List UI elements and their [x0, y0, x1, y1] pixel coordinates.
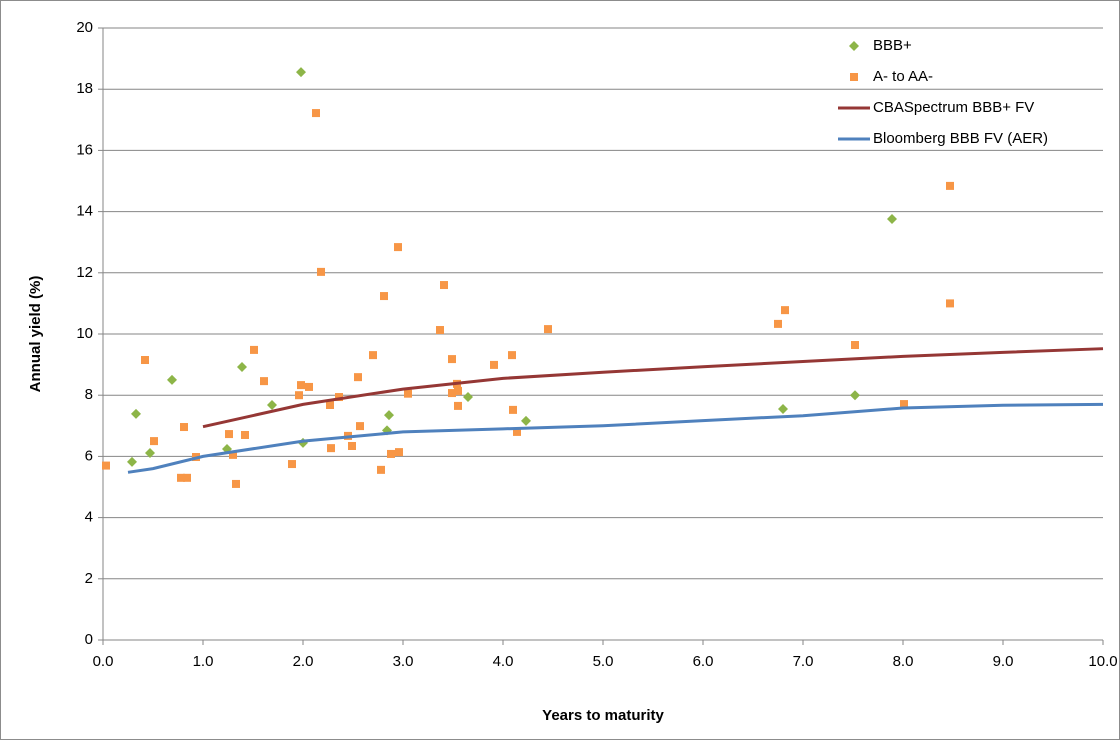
point [150, 437, 158, 446]
point [900, 400, 908, 409]
point [141, 356, 149, 365]
x-tick-label: 7.0 [793, 653, 814, 670]
y-tick-label: 8 [85, 386, 93, 403]
point [250, 345, 258, 354]
point [225, 430, 233, 439]
point [778, 403, 788, 414]
point [463, 392, 473, 403]
point [167, 374, 177, 385]
x-tick-label: 5.0 [593, 653, 614, 670]
point [448, 389, 456, 398]
point [348, 441, 356, 450]
point [260, 377, 268, 386]
y-tick-label: 16 [76, 141, 93, 158]
point [384, 410, 394, 421]
point [102, 461, 110, 470]
y-tick-label: 4 [85, 509, 93, 526]
point [296, 67, 306, 78]
y-tick-label: 0 [85, 631, 93, 648]
y-tick-label: 18 [76, 80, 93, 97]
y-tick-label: 6 [85, 447, 93, 464]
x-tick-label: 10.0 [1088, 653, 1117, 670]
point [380, 292, 388, 301]
point [513, 427, 521, 436]
point [454, 386, 462, 395]
point [508, 351, 516, 360]
point [404, 389, 412, 398]
point [887, 213, 897, 224]
point [521, 415, 531, 426]
series-line [202, 347, 1104, 429]
point [851, 341, 859, 350]
point [297, 381, 305, 390]
x-tick-label: 0.0 [93, 653, 114, 670]
x-tick-label: 4.0 [493, 653, 514, 670]
legend-label: Bloomberg BBB FV (AER) [873, 130, 1048, 147]
point [241, 430, 249, 439]
point [305, 382, 313, 391]
point [395, 448, 403, 457]
point [387, 449, 395, 458]
point [436, 326, 444, 335]
x-tick-label: 1.0 [193, 653, 214, 670]
point [317, 267, 325, 276]
point [131, 408, 141, 419]
point [288, 460, 296, 469]
y-tick-label: 12 [76, 264, 93, 281]
point [490, 360, 498, 369]
point [183, 473, 191, 482]
point [509, 405, 517, 414]
point [145, 448, 155, 459]
point [781, 306, 789, 315]
point [850, 390, 860, 401]
point [295, 391, 303, 400]
point [946, 299, 954, 308]
point [440, 281, 448, 290]
point [127, 456, 137, 467]
point [237, 362, 247, 373]
y-tick-label: 20 [76, 19, 93, 36]
point [369, 351, 377, 360]
point [377, 465, 385, 474]
legend-swatch [850, 73, 858, 81]
legend-label: A- to AA- [873, 68, 933, 85]
point [177, 473, 185, 482]
legend-label: BBB+ [873, 37, 912, 54]
point [312, 109, 320, 118]
x-tick-label: 8.0 [893, 653, 914, 670]
point [448, 355, 456, 364]
point [354, 373, 362, 382]
y-tick-label: 2 [85, 570, 93, 587]
x-axis-title: Years to maturity [542, 707, 664, 724]
point [394, 243, 402, 252]
x-tick-label: 3.0 [393, 653, 414, 670]
y-axis-title: Annual yield (%) [27, 276, 44, 393]
point [946, 181, 954, 190]
point [326, 400, 334, 409]
y-tick-label: 10 [76, 325, 93, 342]
series-line [127, 402, 1104, 474]
point [356, 422, 364, 431]
point [327, 444, 335, 453]
point [454, 401, 462, 410]
point [232, 479, 240, 488]
x-tick-label: 2.0 [293, 653, 314, 670]
point [774, 319, 782, 328]
legend-swatch [849, 41, 859, 51]
point [180, 423, 188, 432]
point [229, 450, 237, 459]
point [544, 325, 552, 334]
point [267, 399, 277, 410]
y-tick-label: 14 [76, 203, 93, 220]
x-tick-label: 6.0 [693, 653, 714, 670]
x-tick-label: 9.0 [993, 653, 1014, 670]
legend-label: CBASpectrum BBB+ FV [873, 99, 1034, 116]
point [335, 393, 343, 402]
